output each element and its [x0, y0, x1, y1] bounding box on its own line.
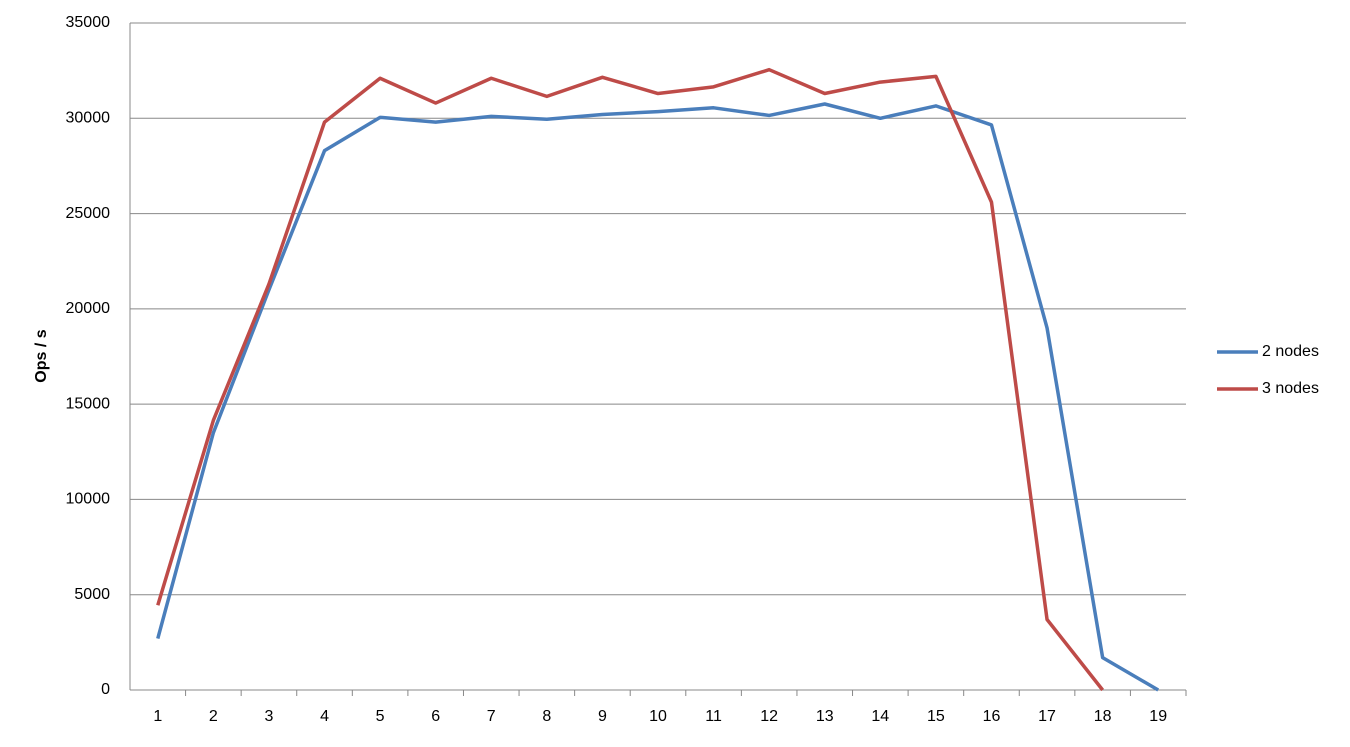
x-tick-label: 16 [983, 708, 1001, 725]
x-tick-label: 10 [649, 708, 667, 725]
x-tick-label: 12 [760, 708, 778, 725]
y-tick-label: 25000 [66, 205, 111, 222]
x-tick-label: 3 [264, 708, 273, 725]
x-tick-label: 17 [1038, 708, 1056, 725]
legend-label: 3 nodes [1262, 380, 1319, 397]
y-tick-label: 30000 [66, 110, 111, 127]
y-axis-label: Ops / s [33, 329, 50, 382]
x-tick-label: 14 [871, 708, 889, 725]
y-tick-label: 20000 [66, 300, 111, 317]
x-tick-label: 11 [705, 708, 722, 725]
y-tick-label: 35000 [66, 14, 111, 31]
x-tick-label: 1 [153, 708, 162, 725]
x-tick-label: 18 [1094, 708, 1112, 725]
x-tick-label: 8 [542, 708, 551, 725]
x-tick-label: 4 [320, 708, 329, 725]
y-tick-label: 15000 [66, 395, 111, 412]
legend-label: 2 nodes [1262, 343, 1319, 360]
x-tick-label: 19 [1149, 708, 1167, 725]
y-tick-label: 0 [101, 681, 110, 698]
series-line [156, 102, 1160, 692]
y-tick-label: 5000 [74, 586, 110, 603]
x-tick-label: 7 [487, 708, 496, 725]
x-tick-label: 9 [598, 708, 607, 725]
x-tick-label: 2 [209, 708, 218, 725]
y-tick-label: 10000 [66, 491, 111, 508]
x-tick-label: 15 [927, 708, 945, 725]
x-tick-label: 13 [816, 708, 834, 725]
x-tick-label: 5 [376, 708, 385, 725]
series-line [156, 67, 1105, 692]
x-tick-label: 6 [431, 708, 440, 725]
